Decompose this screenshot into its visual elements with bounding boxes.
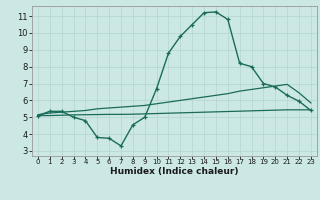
X-axis label: Humidex (Indice chaleur): Humidex (Indice chaleur)	[110, 167, 239, 176]
